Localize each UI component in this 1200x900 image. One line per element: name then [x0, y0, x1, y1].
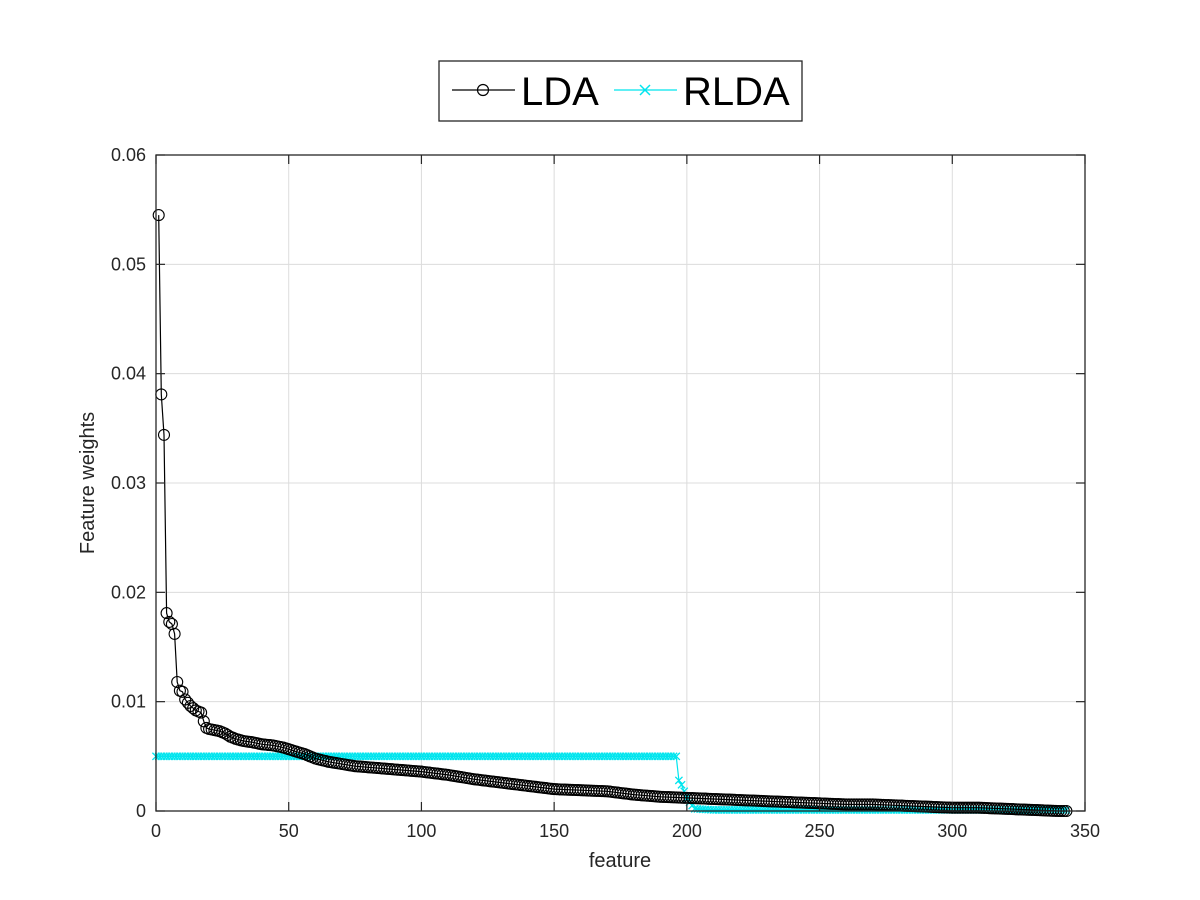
legend-lda-marker [476, 83, 490, 97]
y-tick-label: 0 [136, 801, 146, 821]
data-point-lda [176, 685, 189, 698]
data-point-lda [152, 209, 165, 222]
x-tick-label: 300 [937, 821, 967, 841]
x-tick-label: 0 [151, 821, 161, 841]
y-tick-label: 0.01 [111, 692, 146, 712]
data-point-lda [168, 627, 181, 640]
x-tick-label: 150 [539, 821, 569, 841]
legend-rlda-label: RLDA [683, 70, 790, 114]
legend-box [438, 60, 803, 122]
x-tick-label: 200 [672, 821, 702, 841]
data-point-rlda [672, 752, 681, 761]
data-point-rlda [669, 752, 678, 761]
data-point-lda [195, 706, 208, 719]
data-point-lda [171, 675, 184, 689]
y-tick-label: 0.02 [111, 582, 146, 602]
x-tick-label: 350 [1070, 821, 1100, 841]
grid-lines [156, 155, 1085, 811]
y-tick-label: 0.06 [111, 145, 146, 165]
x-tick-label: 50 [279, 821, 299, 841]
series-lines [151, 209, 1073, 818]
y-tick-label: 0.04 [111, 364, 146, 384]
legend-lda-label: LDA [521, 70, 599, 114]
data-point-lda [163, 615, 176, 628]
data-point-lda [157, 428, 171, 441]
x-axis-label: feature [589, 850, 651, 872]
legend-rlda-marker [639, 84, 651, 96]
data-point-rlda [674, 776, 683, 785]
y-axis-label: Feature weights [77, 412, 99, 554]
data-point-rlda [677, 780, 686, 789]
data-point-lda [160, 607, 173, 620]
y-tick-label: 0.05 [111, 254, 146, 274]
series-lda [152, 209, 1073, 818]
x-tick-label: 100 [406, 821, 436, 841]
x-tick-label: 250 [805, 821, 835, 841]
y-tick-label: 0.03 [111, 473, 146, 493]
axis-ticks: 0 50 100 150 200 250 300 350 0 0.01 0.02 0.03 0.04 0.… [111, 145, 1100, 841]
legend: LDA RLDA [438, 60, 803, 122]
